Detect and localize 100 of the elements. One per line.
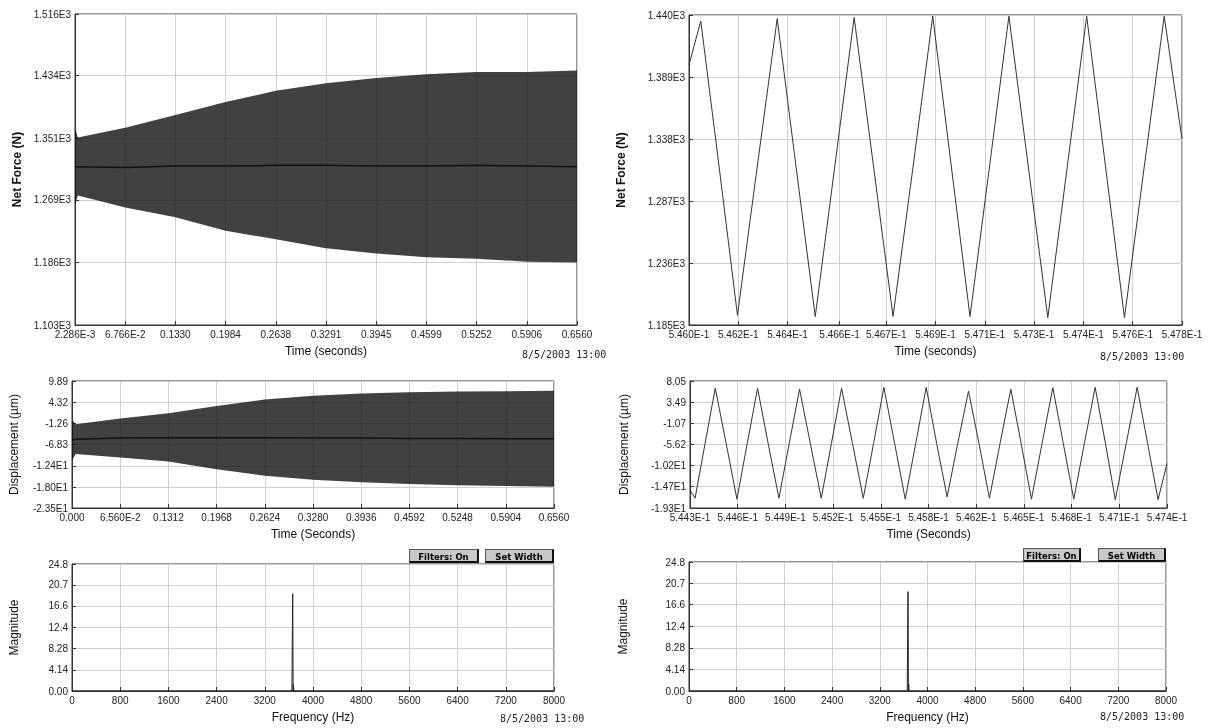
x-tick-label: 5.466E-1 bbox=[819, 328, 861, 340]
y-tick-label: -1.24E1 bbox=[32, 460, 69, 472]
x-tick-label: 1600 bbox=[773, 694, 796, 706]
x-tick-label: 4800 bbox=[350, 694, 373, 706]
y-axis-title: Magnitude bbox=[7, 599, 21, 656]
y-axis-title: Displacement (µm) bbox=[617, 394, 631, 495]
y-tick-label: 4.14 bbox=[48, 664, 69, 676]
y-tick-label: 20.7 bbox=[665, 577, 686, 589]
text: 8/5/2003 13:00 bbox=[1100, 351, 1185, 362]
y-tick-label: 8.28 bbox=[665, 642, 686, 654]
x-tick-label: 6.766E-2 bbox=[104, 328, 146, 340]
y-tick-label: -1.80E1 bbox=[32, 481, 69, 493]
y-tick-label: 24.8 bbox=[48, 558, 69, 570]
x-tick-label: 5.468E-1 bbox=[1051, 511, 1093, 523]
x-tick-label: 0.2638 bbox=[260, 328, 292, 340]
text: 8/5/2003 13:00 bbox=[500, 713, 585, 724]
y-tick-label: 24.8 bbox=[665, 556, 686, 568]
x-tick-label: 5600 bbox=[398, 694, 421, 706]
y-axis-title: Net Force (N) bbox=[9, 131, 24, 208]
x-tick-label: 4800 bbox=[964, 694, 987, 706]
y-axis-title: Displacement (µm) bbox=[7, 394, 21, 495]
x-tick-label: 6.560E-2 bbox=[99, 511, 141, 523]
x-tick-label: 5.449E-1 bbox=[765, 511, 807, 523]
y-tick-label: 1.269E3 bbox=[33, 194, 72, 206]
x-tick-label: 0.4592 bbox=[394, 511, 426, 523]
x-axis-title: Time (Seconds) bbox=[270, 527, 356, 541]
y-tick-label: 20.7 bbox=[48, 579, 69, 591]
x-tick-label: 800 bbox=[728, 694, 746, 706]
y-tick-label: -6.83 bbox=[45, 439, 69, 451]
x-axis-title: Time (seconds) bbox=[894, 344, 977, 358]
x-tick-label: 6400 bbox=[446, 694, 470, 706]
x-tick-label: 0.5906 bbox=[511, 328, 543, 340]
x-axis-title: Frequency (Hz) bbox=[886, 710, 969, 724]
y-tick-label: 0.00 bbox=[48, 685, 69, 697]
y-tick-label: -1.07 bbox=[663, 417, 687, 429]
y-tick-label: -1.93E1 bbox=[650, 502, 687, 514]
x-tick-label: 0.6560 bbox=[561, 328, 593, 340]
x-tick-label: 5.452E-1 bbox=[812, 511, 854, 523]
y-tick-label: 1.351E3 bbox=[33, 132, 72, 144]
y-tick-label: 1.434E3 bbox=[33, 70, 72, 82]
y-tick-label: 8.05 bbox=[666, 375, 687, 387]
x-tick-label: 5.473E-1 bbox=[1013, 328, 1055, 340]
x-tick-label: 5.465E-1 bbox=[1003, 511, 1045, 523]
x-tick-label: 0.1330 bbox=[160, 328, 192, 340]
y-tick-label: 1.185E3 bbox=[647, 319, 686, 331]
y-tick-label: 4.32 bbox=[48, 396, 69, 408]
x-tick-label: 5.474E-1 bbox=[1063, 328, 1105, 340]
x-tick-label: 0.3936 bbox=[345, 511, 377, 523]
x-tick-label: 7200 bbox=[1107, 694, 1130, 706]
x-tick-label: 5.478E-1 bbox=[1161, 328, 1203, 340]
y-axis-title: Net Force (N) bbox=[614, 132, 628, 208]
x-tick-label: 4000 bbox=[916, 694, 940, 706]
x-tick-label: 0.5248 bbox=[442, 511, 474, 523]
x-tick-label: 5.460E-1 bbox=[668, 328, 710, 340]
x-tick-label: 5.464E-1 bbox=[767, 328, 809, 340]
x-tick-label: 5.467E-1 bbox=[865, 328, 907, 340]
y-tick-label: 1.338E3 bbox=[647, 133, 686, 145]
y-tick-label: 4.14 bbox=[665, 663, 686, 675]
x-tick-label: 800 bbox=[111, 694, 129, 706]
y-tick-label: -1.02E1 bbox=[650, 460, 687, 472]
y-tick-label: -1.26 bbox=[45, 417, 69, 429]
x-tick-label: 0.5904 bbox=[490, 511, 522, 523]
x-tick-label: 3200 bbox=[868, 694, 892, 706]
x-tick-label: 5.471E-1 bbox=[964, 328, 1006, 340]
y-tick-label: 8.28 bbox=[48, 643, 69, 655]
x-tick-label: 5.462E-1 bbox=[718, 328, 760, 340]
text: Set Width bbox=[1098, 548, 1166, 562]
x-tick-label: 0.1968 bbox=[201, 511, 233, 523]
x-tick-label: 5.471E-1 bbox=[1099, 511, 1141, 523]
x-tick-label: 5.443E-1 bbox=[669, 511, 711, 523]
x-tick-label: 0.000 bbox=[59, 511, 85, 523]
y-tick-label: 12.4 bbox=[665, 621, 686, 632]
x-tick-label: 0.1984 bbox=[210, 328, 242, 340]
x-tick-label: 0.3280 bbox=[297, 511, 329, 523]
x-tick-label: 2400 bbox=[820, 694, 844, 706]
y-tick-label: -5.62 bbox=[663, 438, 687, 450]
x-tick-label: 0.2624 bbox=[249, 511, 281, 523]
y-tick-label: 1.287E3 bbox=[647, 195, 686, 207]
x-tick-label: 1600 bbox=[157, 694, 180, 706]
x-tick-label: 0.3945 bbox=[360, 328, 392, 340]
x-tick-label: 3200 bbox=[253, 694, 277, 706]
y-tick-label: 0.00 bbox=[665, 685, 686, 697]
y-tick-label: -2.35E1 bbox=[32, 502, 69, 514]
x-tick-label: 2400 bbox=[205, 694, 229, 706]
x-tick-label: 5.455E-1 bbox=[860, 511, 902, 523]
y-tick-label: 1.389E3 bbox=[647, 71, 686, 83]
y-tick-label: 3.49 bbox=[666, 396, 687, 408]
y-tick-label: 12.4 bbox=[48, 622, 69, 633]
x-tick-label: 5.469E-1 bbox=[915, 328, 957, 340]
y-tick-label: 1.516E3 bbox=[33, 8, 72, 20]
y-tick-label: 1.440E3 bbox=[647, 9, 686, 21]
x-tick-label: 2.286E-3 bbox=[54, 328, 96, 340]
text: 8/5/2003 13:00 bbox=[522, 349, 607, 360]
y-axis-title: Magnitude bbox=[616, 598, 630, 655]
x-tick-label: 6400 bbox=[1059, 694, 1083, 706]
y-tick-label: 9.89 bbox=[48, 375, 69, 387]
x-tick-label: 5.446E-1 bbox=[717, 511, 759, 523]
y-tick-label: 16.6 bbox=[48, 600, 69, 612]
x-tick-label: 8000 bbox=[542, 694, 566, 706]
x-tick-label: 0.5252 bbox=[461, 328, 493, 340]
